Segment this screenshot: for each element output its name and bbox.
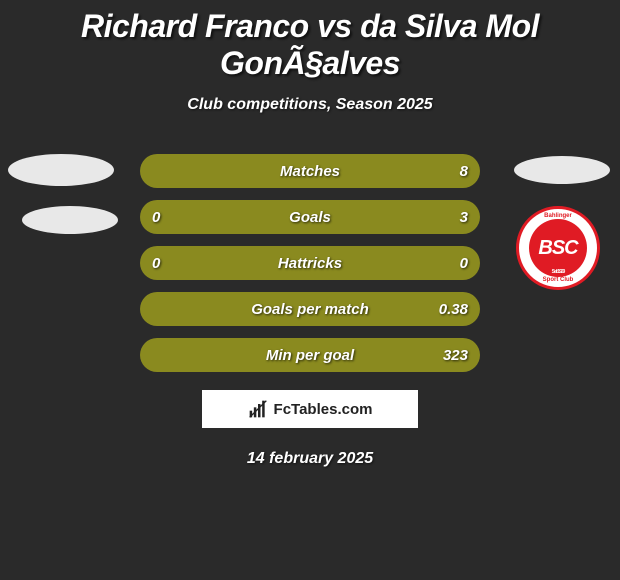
stat-label: Matches [280,163,340,180]
badge-ring-bot: Sport Club [543,277,574,283]
brand-text: FcTables.com [274,401,373,418]
stat-right-value: 0 [460,255,468,272]
stat-right-value: 8 [460,163,468,180]
stat-left-value: 0 [152,209,160,226]
page-title: Richard Franco vs da Silva Mol GonÃ§alve… [0,0,620,82]
badge-year: Seit 1929 [552,269,565,275]
stat-label: Min per goal [266,347,354,364]
comparison-block: Bahlinger BSC Seit 1929 Sport Club Match… [0,154,620,468]
badge-letters: BSC [538,237,577,260]
stat-row-goals: 0 Goals 3 [140,200,480,234]
stat-left-value: 0 [152,255,160,272]
stat-row-hattricks: 0 Hattricks 0 [140,246,480,280]
stat-label: Hattricks [278,255,342,272]
bar-chart-icon [248,399,268,419]
stat-label: Goals per match [251,301,369,318]
stat-row-goals-per-match: Goals per match 0.38 [140,292,480,326]
stat-right-value: 323 [443,347,468,364]
stat-right-value: 0.38 [439,301,468,318]
club-badge-bsc: Bahlinger BSC Seit 1929 Sport Club [516,206,600,290]
subtitle: Club competitions, Season 2025 [0,96,620,114]
stat-row-matches: Matches 8 [140,154,480,188]
player2-photo-placeholder [514,156,610,184]
player1-club-placeholder [22,206,118,234]
date-text: 14 february 2025 [0,450,620,468]
brand-box[interactable]: FcTables.com [202,390,418,428]
stat-right-value: 3 [460,209,468,226]
stat-label: Goals [289,209,331,226]
stat-row-min-per-goal: Min per goal 323 [140,338,480,372]
player1-photo-placeholder [8,154,114,186]
